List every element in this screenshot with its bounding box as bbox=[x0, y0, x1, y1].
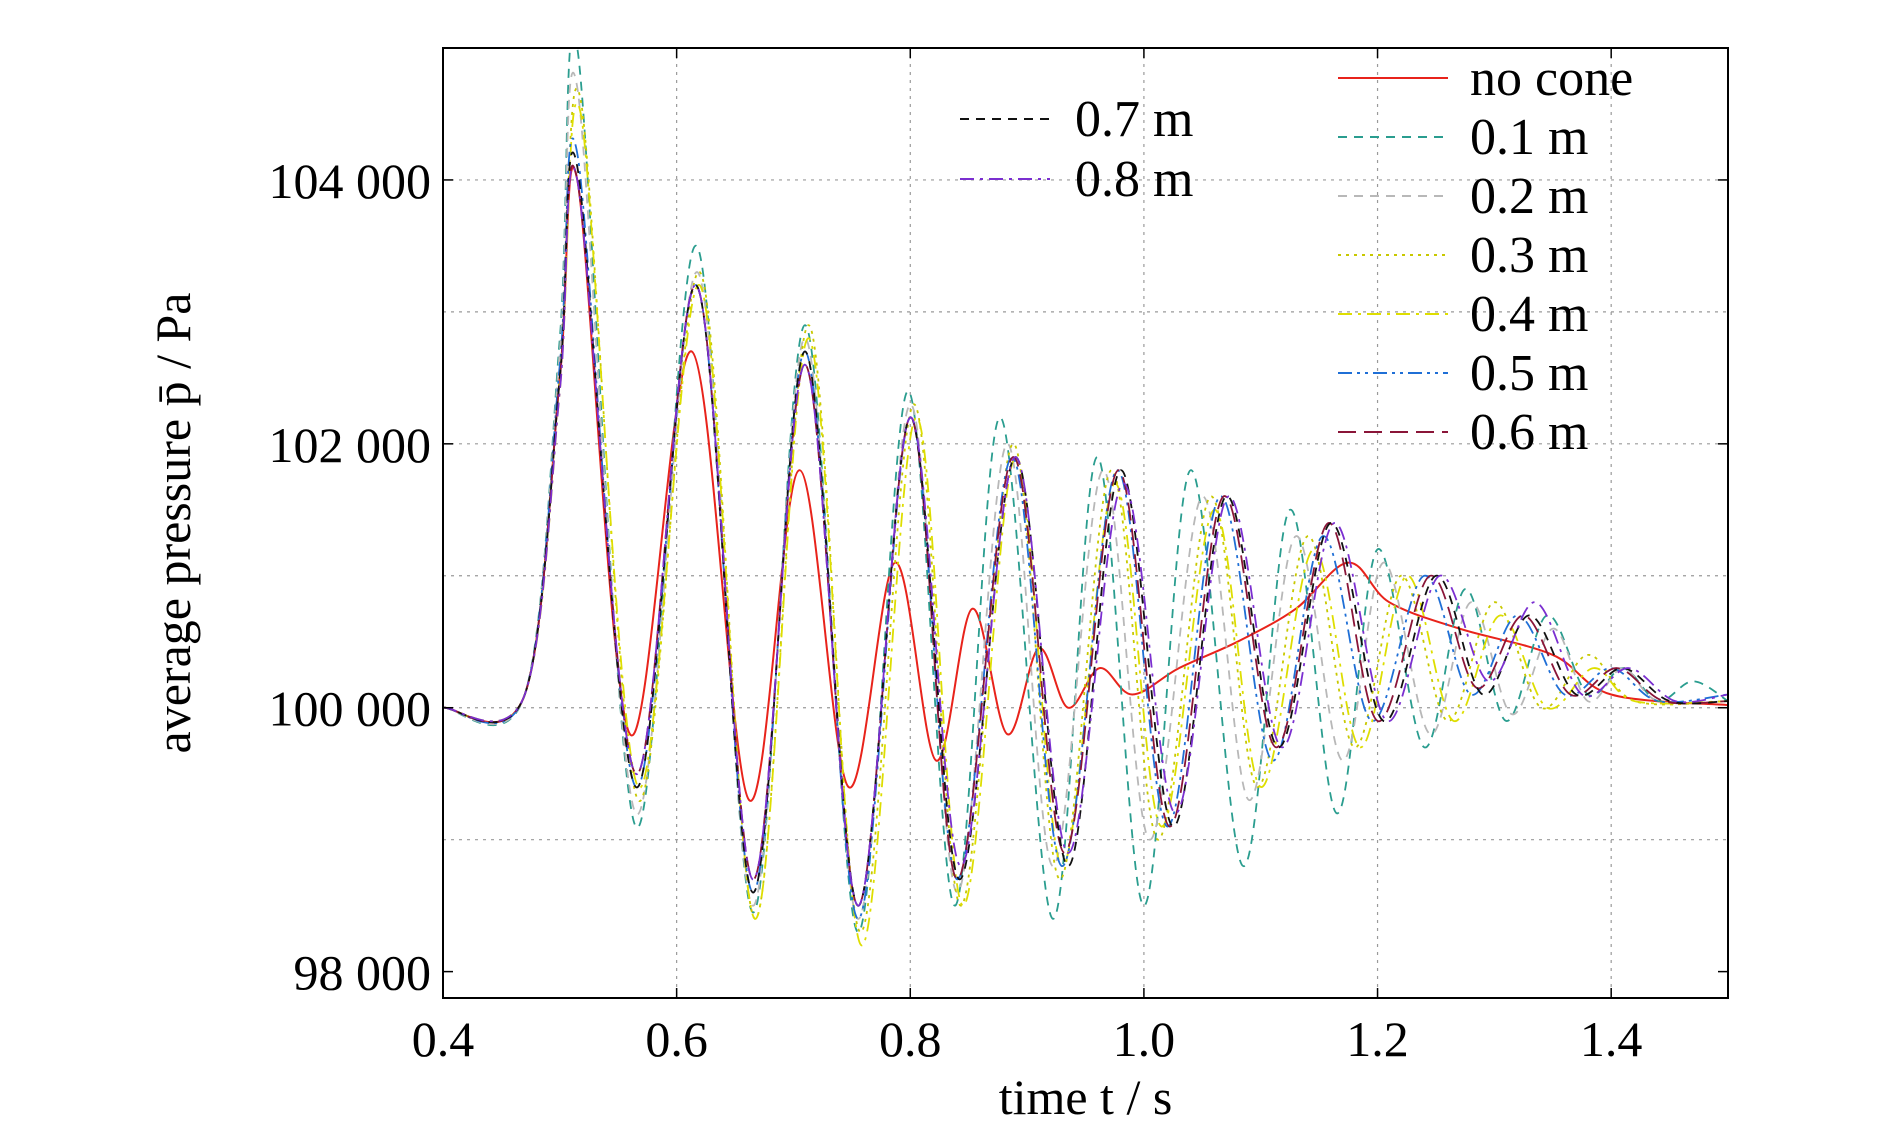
legend-entry-0-6-m: 0.6 m bbox=[1338, 404, 1588, 461]
y-tick-label: 98 000 bbox=[294, 945, 432, 1001]
x-axis: 0.4 0.6 0.8 1.0 1.2 1.4 bbox=[412, 48, 1643, 1067]
legend-entry-0-1-m: 0.1 m bbox=[1338, 109, 1588, 166]
legend-label: 0.6 m bbox=[1470, 404, 1588, 461]
legend-label: 0.2 m bbox=[1470, 168, 1588, 225]
legend-label: 0.4 m bbox=[1470, 286, 1588, 343]
legend-entry-0-8-m: 0.8 m bbox=[960, 151, 1193, 208]
x-tick-label: 0.4 bbox=[412, 1011, 475, 1067]
y-axis: 98 000 100 000 102 000 104 000 bbox=[269, 153, 1728, 1001]
series-line-0-2-m bbox=[443, 71, 1728, 920]
x-axis-label-text: time t / s bbox=[999, 1069, 1173, 1125]
legend-entry-0-4-m: 0.4 m bbox=[1338, 286, 1588, 343]
legend-entry-0-3-m: 0.3 m bbox=[1338, 227, 1588, 284]
series-layer bbox=[443, 48, 1728, 947]
legend-entry-0-5-m: 0.5 m bbox=[1338, 345, 1588, 402]
legend-label: 0.5 m bbox=[1470, 345, 1588, 402]
x-tick-label: 1.4 bbox=[1580, 1011, 1643, 1067]
y-tick-label: 100 000 bbox=[269, 681, 432, 737]
series-line-0-8-m bbox=[443, 166, 1728, 907]
legend-entry-0-2-m: 0.2 m bbox=[1338, 168, 1588, 225]
x-tick-label: 0.6 bbox=[645, 1011, 708, 1067]
y-axis-label-text: average pressure p̄ / Pa bbox=[145, 293, 201, 754]
x-tick-label: 0.8 bbox=[879, 1011, 942, 1067]
x-axis-label: time t / s bbox=[999, 1069, 1173, 1125]
y-tick-label: 104 000 bbox=[269, 153, 432, 209]
legend-entry-0-7-m: 0.7 m bbox=[960, 91, 1193, 148]
legend-label: no cone bbox=[1470, 50, 1633, 107]
legend-label: 0.7 m bbox=[1075, 91, 1193, 148]
y-tick-label: 102 000 bbox=[269, 417, 432, 473]
x-tick-label: 1.0 bbox=[1113, 1011, 1176, 1067]
legend-entry-no-cone: no cone bbox=[1338, 50, 1633, 107]
series-line-0-6-m bbox=[443, 164, 1728, 907]
legend-label: 0.3 m bbox=[1470, 227, 1588, 284]
x-tick-label: 1.2 bbox=[1346, 1011, 1409, 1067]
y-axis-label: average pressure p̄ / Pa bbox=[145, 293, 201, 754]
legend-label: 0.1 m bbox=[1470, 109, 1588, 166]
legend-label: 0.8 m bbox=[1075, 151, 1193, 208]
plot-frame bbox=[442, 47, 1729, 999]
series-line-0-4-m bbox=[443, 102, 1728, 947]
